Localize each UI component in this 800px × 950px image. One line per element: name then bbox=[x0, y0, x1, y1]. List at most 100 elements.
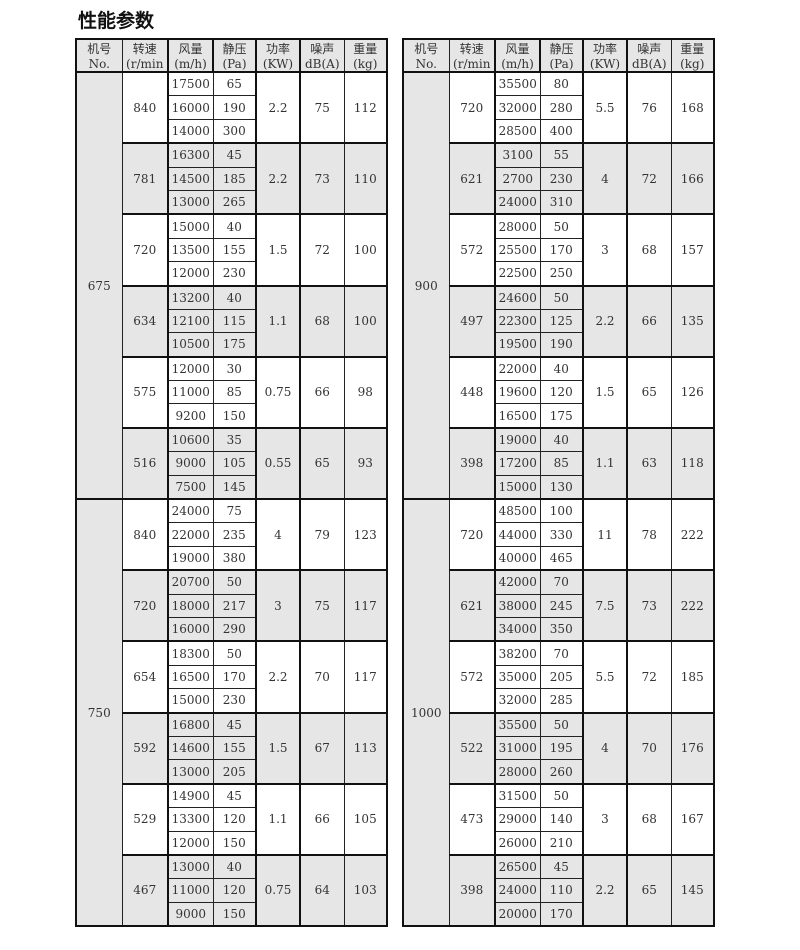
page-title: 性能参数 bbox=[78, 10, 155, 32]
speed-cell: 720 bbox=[121, 569, 169, 642]
pressure-cell: 40 bbox=[539, 355, 584, 382]
speed-cell: 840 bbox=[121, 498, 169, 571]
header-unit: (m/h) bbox=[501, 57, 534, 71]
noise-cell: 64 bbox=[299, 853, 345, 927]
table-row: 448 22000 40 1.5 65 126 bbox=[403, 355, 715, 429]
flow-cell: 15000 bbox=[494, 474, 541, 500]
model-number: 900 bbox=[402, 70, 450, 500]
column-header: 功率 (KW) bbox=[582, 38, 628, 73]
flow-cell: 13200 bbox=[167, 284, 214, 310]
pressure-cell: 105 bbox=[212, 451, 257, 476]
weight-cell: 123 bbox=[343, 498, 388, 571]
weight-cell: 176 bbox=[670, 711, 715, 785]
flow-cell: 16000 bbox=[167, 95, 214, 120]
flow-cell: 15000 bbox=[167, 688, 214, 714]
flow-cell: 34000 bbox=[494, 616, 541, 642]
power-cell: 4 bbox=[582, 142, 628, 215]
flow-cell: 48500 bbox=[494, 498, 541, 524]
pressure-cell: 235 bbox=[212, 522, 257, 547]
table-row: 572 28000 50 3 68 157 bbox=[403, 213, 715, 287]
table-row: 592 16800 45 1.5 67 113 bbox=[76, 711, 388, 785]
flow-cell: 15000 bbox=[167, 213, 214, 239]
flow-cell: 3100 bbox=[494, 142, 541, 168]
flow-cell: 38200 bbox=[494, 640, 541, 666]
flow-cell: 40000 bbox=[494, 545, 541, 571]
weight-cell: 110 bbox=[343, 142, 388, 215]
table-row: 22300 125 bbox=[403, 308, 714, 334]
table-row: 13000 265 bbox=[76, 189, 387, 215]
pressure-cell: 45 bbox=[212, 711, 257, 737]
header-label: 转速 bbox=[132, 42, 157, 56]
pressure-cell: 155 bbox=[212, 735, 257, 761]
flow-cell: 19600 bbox=[494, 380, 541, 405]
speed-cell: 720 bbox=[121, 213, 169, 287]
table-row: 14500 185 bbox=[76, 166, 387, 191]
flow-cell: 12000 bbox=[167, 261, 214, 287]
speed-cell: 621 bbox=[448, 569, 496, 642]
header-label: 功率 bbox=[265, 42, 290, 56]
pressure-cell: 50 bbox=[212, 569, 257, 595]
pressure-cell: 205 bbox=[212, 759, 257, 785]
noise-cell: 73 bbox=[626, 569, 672, 642]
model-number: 750 bbox=[75, 498, 123, 927]
table-row: 473 31500 50 3 68 167 bbox=[403, 782, 715, 856]
weight-cell: 117 bbox=[343, 569, 388, 642]
table-row: 900 720 35500 80 5.5 76 168 bbox=[402, 70, 715, 500]
flow-cell: 14600 bbox=[167, 735, 214, 761]
pressure-cell: 330 bbox=[539, 522, 584, 547]
flow-cell: 22500 bbox=[494, 261, 541, 287]
flow-cell: 2700 bbox=[494, 166, 541, 191]
pressure-cell: 85 bbox=[539, 451, 584, 476]
pressure-cell: 175 bbox=[539, 403, 584, 429]
pressure-cell: 290 bbox=[212, 616, 257, 642]
power-cell: 1.5 bbox=[582, 355, 628, 429]
column-header: 风量 (m/h) bbox=[494, 38, 541, 73]
table-row: 19500 190 bbox=[403, 332, 714, 358]
weight-cell: 100 bbox=[343, 213, 388, 287]
flow-cell: 16500 bbox=[167, 664, 214, 690]
flow-cell: 35500 bbox=[494, 71, 541, 97]
pressure-cell: 120 bbox=[212, 878, 257, 903]
flow-cell: 24600 bbox=[494, 284, 541, 310]
flow-cell: 31500 bbox=[494, 782, 541, 809]
speed-cell: 720 bbox=[448, 70, 496, 144]
flow-cell: 13500 bbox=[167, 237, 214, 263]
flow-cell: 25500 bbox=[494, 237, 541, 263]
pressure-cell: 100 bbox=[539, 498, 584, 524]
flow-cell: 24000 bbox=[167, 498, 214, 524]
table-row: 20000 170 bbox=[403, 901, 714, 927]
pressure-cell: 40 bbox=[212, 213, 257, 239]
flow-cell: 19000 bbox=[494, 426, 541, 453]
pressure-cell: 280 bbox=[539, 95, 584, 120]
pressure-cell: 55 bbox=[539, 142, 584, 168]
column-header: 噪声 dB(A) bbox=[299, 38, 345, 73]
pressure-cell: 380 bbox=[212, 545, 257, 571]
table-row: 398 19000 40 1.1 63 118 bbox=[403, 426, 715, 500]
pressure-cell: 465 bbox=[539, 545, 584, 571]
pressure-cell: 190 bbox=[212, 95, 257, 120]
table-row: 9200 150 bbox=[76, 403, 387, 429]
pressure-cell: 50 bbox=[539, 711, 584, 737]
table-row: 29000 140 bbox=[403, 807, 714, 832]
table-row: 12000 150 bbox=[76, 830, 387, 856]
speed-cell: 634 bbox=[121, 284, 169, 358]
pressure-cell: 85 bbox=[212, 380, 257, 405]
pressure-cell: 70 bbox=[539, 569, 584, 595]
flow-cell: 14000 bbox=[167, 118, 214, 144]
noise-cell: 70 bbox=[299, 640, 345, 714]
pressure-cell: 40 bbox=[539, 426, 584, 453]
power-cell: 1.1 bbox=[582, 426, 628, 500]
noise-cell: 76 bbox=[626, 70, 672, 144]
pressure-cell: 205 bbox=[539, 664, 584, 690]
table-row: 31000 195 bbox=[403, 735, 714, 761]
table-row: 497 24600 50 2.2 66 135 bbox=[403, 284, 715, 358]
pressure-cell: 45 bbox=[539, 853, 584, 880]
table-row: 44000 330 bbox=[403, 522, 714, 547]
weight-cell: 112 bbox=[343, 70, 388, 144]
column-header: 风量 (m/h) bbox=[167, 38, 214, 73]
header-unit: (KW) bbox=[262, 57, 294, 71]
flow-cell: 22300 bbox=[494, 308, 541, 334]
noise-cell: 63 bbox=[626, 426, 672, 500]
pressure-cell: 195 bbox=[539, 735, 584, 761]
speed-cell: 522 bbox=[448, 711, 496, 785]
